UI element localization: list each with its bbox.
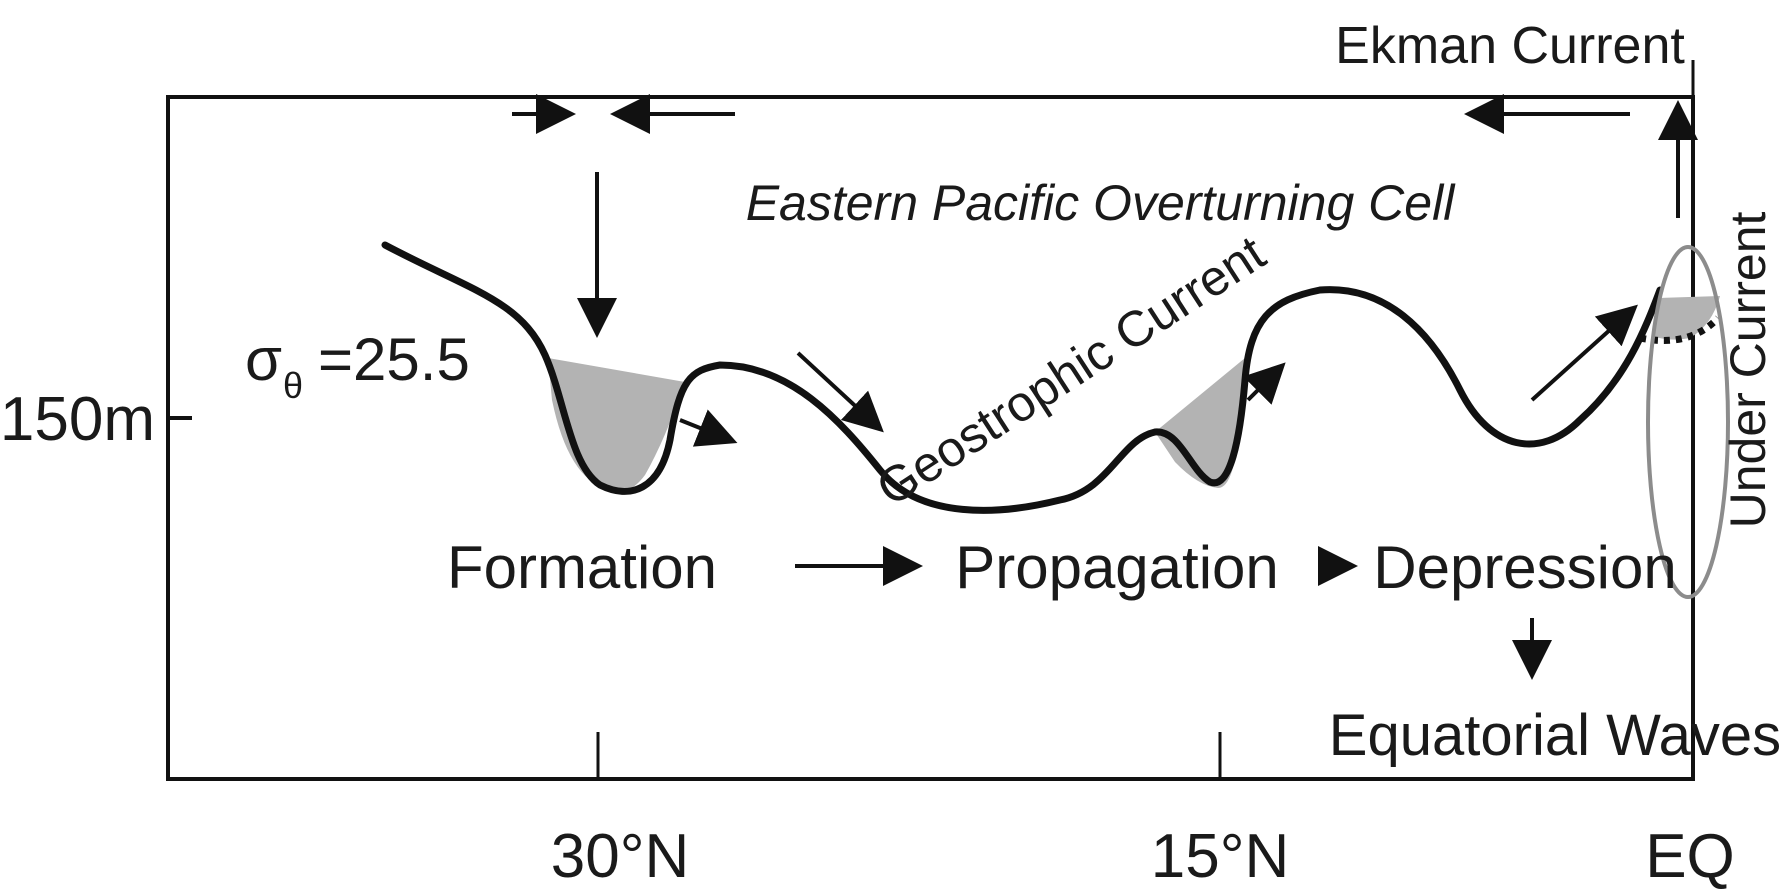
ekman-current-label: Ekman Current <box>1335 17 1685 75</box>
svg-text:σ: σ <box>245 326 282 393</box>
equator-shading <box>1652 296 1720 340</box>
under-current-label: Under Current <box>1720 211 1776 528</box>
x-tick-label-eq: EQ <box>1645 822 1735 891</box>
formation-label: Formation <box>447 534 717 601</box>
formation-exit-arrow <box>679 409 738 447</box>
undercurrent-ellipse <box>1646 245 1730 599</box>
depression-label: Depression <box>1373 534 1677 601</box>
depth-tick-label: 150m <box>0 385 155 454</box>
undercurrent-dotted-line <box>1639 315 1721 344</box>
propagation-label: Propagation <box>955 534 1279 601</box>
equator-approach-arrow <box>1530 304 1638 402</box>
isopycnal-label: σ θ =25.5 <box>245 326 470 406</box>
propagation-shading <box>1155 358 1245 488</box>
svg-text:=25.5: =25.5 <box>318 326 470 393</box>
overturning-cell-label: Eastern Pacific Overturning Cell <box>746 175 1457 231</box>
geostrophic-arrow <box>796 351 884 433</box>
x-tick-label-15n: 15°N <box>1151 822 1290 891</box>
x-tick-label-30n: 30°N <box>551 822 690 891</box>
equatorial-waves-label: Equatorial Waves <box>1329 703 1781 768</box>
svg-text:θ: θ <box>283 365 303 406</box>
isopycnal-line <box>381 241 1664 514</box>
propagation-exit-arrow <box>1243 362 1286 405</box>
